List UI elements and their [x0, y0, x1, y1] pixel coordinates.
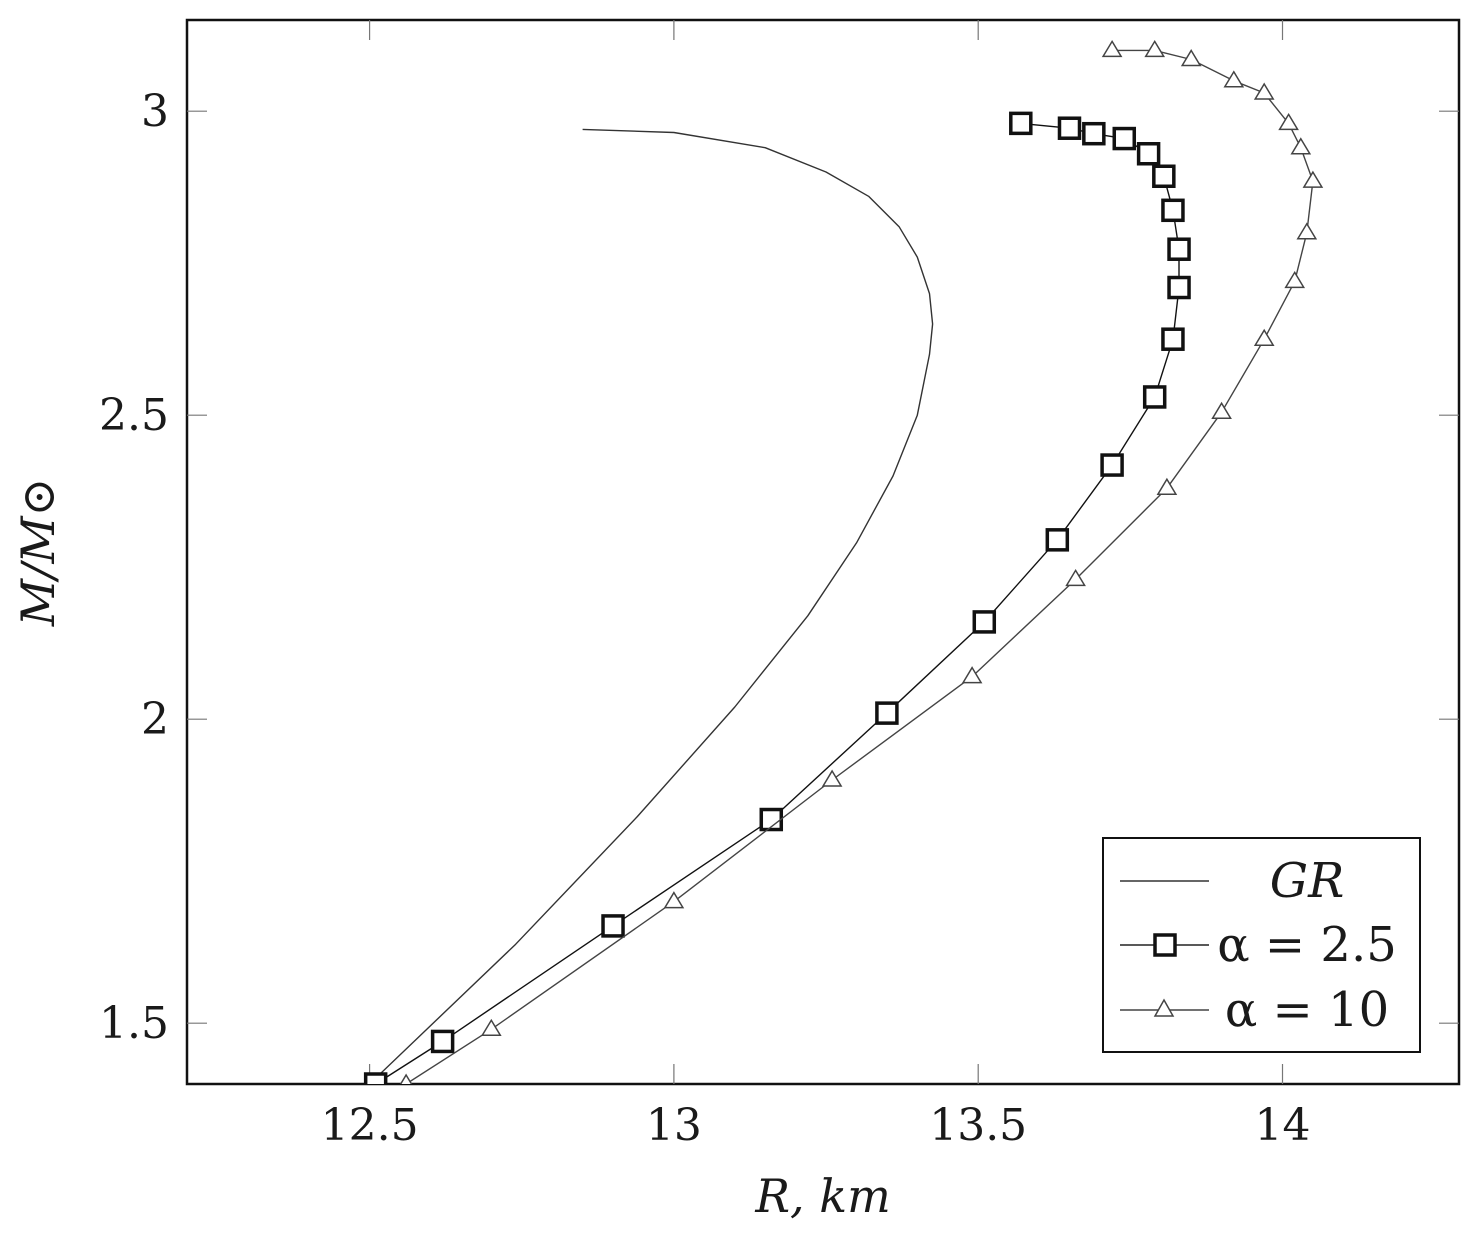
- data-point-square: [972, 610, 997, 634]
- data-point-square: [363, 1072, 388, 1084]
- data-point-triangle: [399, 1073, 413, 1084]
- data-point-square: [430, 1029, 455, 1054]
- series-layer: [363, 39, 1324, 1084]
- data-point-square: [1045, 528, 1070, 552]
- x-tick-label: 13: [646, 1100, 702, 1151]
- legend-alpha10-marker: [1153, 998, 1175, 1017]
- data-point-triangle: [1144, 39, 1166, 58]
- data-point-triangle: [1290, 137, 1312, 155]
- y-tick-label: 2: [141, 694, 169, 745]
- data-point-square: [1152, 164, 1176, 189]
- data-point-triangle: [1180, 49, 1202, 67]
- series-line-0: [369, 128, 934, 1084]
- plot-frame: [185, 18, 1461, 1086]
- data-point-triangle: [1253, 328, 1275, 346]
- y-tick-label: 1.5: [99, 998, 169, 1049]
- data-point-triangle: [1211, 401, 1232, 419]
- axis-ticks: [187, 20, 1459, 1084]
- data-point-square: [1167, 237, 1191, 261]
- data-point-triangle: [1156, 477, 1178, 495]
- data-point-triangle: [961, 666, 983, 684]
- y-tick-label: 3: [141, 86, 169, 137]
- tick-labels: 12.5 13 13.5 14 1.5 2 2.5 3: [99, 86, 1310, 1151]
- data-point-square: [1142, 385, 1167, 409]
- legend: GR α = 2.5 α = 10: [1102, 837, 1421, 1053]
- legend-alpha25-label: α = 2.5: [1217, 917, 1396, 973]
- data-point-square: [1082, 121, 1106, 146]
- data-point-square: [1100, 453, 1124, 477]
- series-group: [363, 39, 1324, 1084]
- legend-gr-label: GR: [1270, 853, 1344, 909]
- data-point-triangle: [663, 891, 685, 909]
- data-point-square: [1009, 111, 1033, 136]
- data-point-triangle: [1223, 70, 1245, 88]
- data-point-triangle: [1278, 112, 1299, 131]
- data-point-square: [1112, 126, 1137, 151]
- data-point-triangle: [1302, 170, 1324, 188]
- legend-alpha10-label: α = 10: [1225, 982, 1389, 1038]
- x-tick-label: 13.5: [929, 1100, 1027, 1151]
- data-point-triangle: [480, 1018, 502, 1037]
- data-point-triangle: [1101, 39, 1123, 58]
- data-point-square: [601, 914, 625, 938]
- x-tick-label: 14: [1255, 1100, 1311, 1151]
- data-point-triangle: [1284, 270, 1306, 289]
- series-line-1: [375, 122, 1180, 1084]
- data-point-square: [1057, 116, 1082, 140]
- data-point-triangle: [821, 769, 843, 787]
- x-tick-label: 12.5: [321, 1100, 419, 1151]
- y-axis-label: M/M⊙: [11, 478, 65, 627]
- y-tick-label: 2.5: [99, 390, 169, 441]
- data-point-triangle: [1296, 222, 1318, 240]
- data-point-square: [875, 701, 899, 725]
- data-point-square: [1161, 198, 1185, 223]
- data-point-square: [1161, 327, 1185, 351]
- data-point-triangle: [1253, 82, 1275, 100]
- data-point-square: [1136, 142, 1161, 166]
- data-point-triangle: [1065, 568, 1086, 587]
- x-axis-label: R, km: [754, 1169, 890, 1223]
- legend-alpha25-marker: [1153, 933, 1177, 957]
- data-point-square: [1167, 275, 1191, 300]
